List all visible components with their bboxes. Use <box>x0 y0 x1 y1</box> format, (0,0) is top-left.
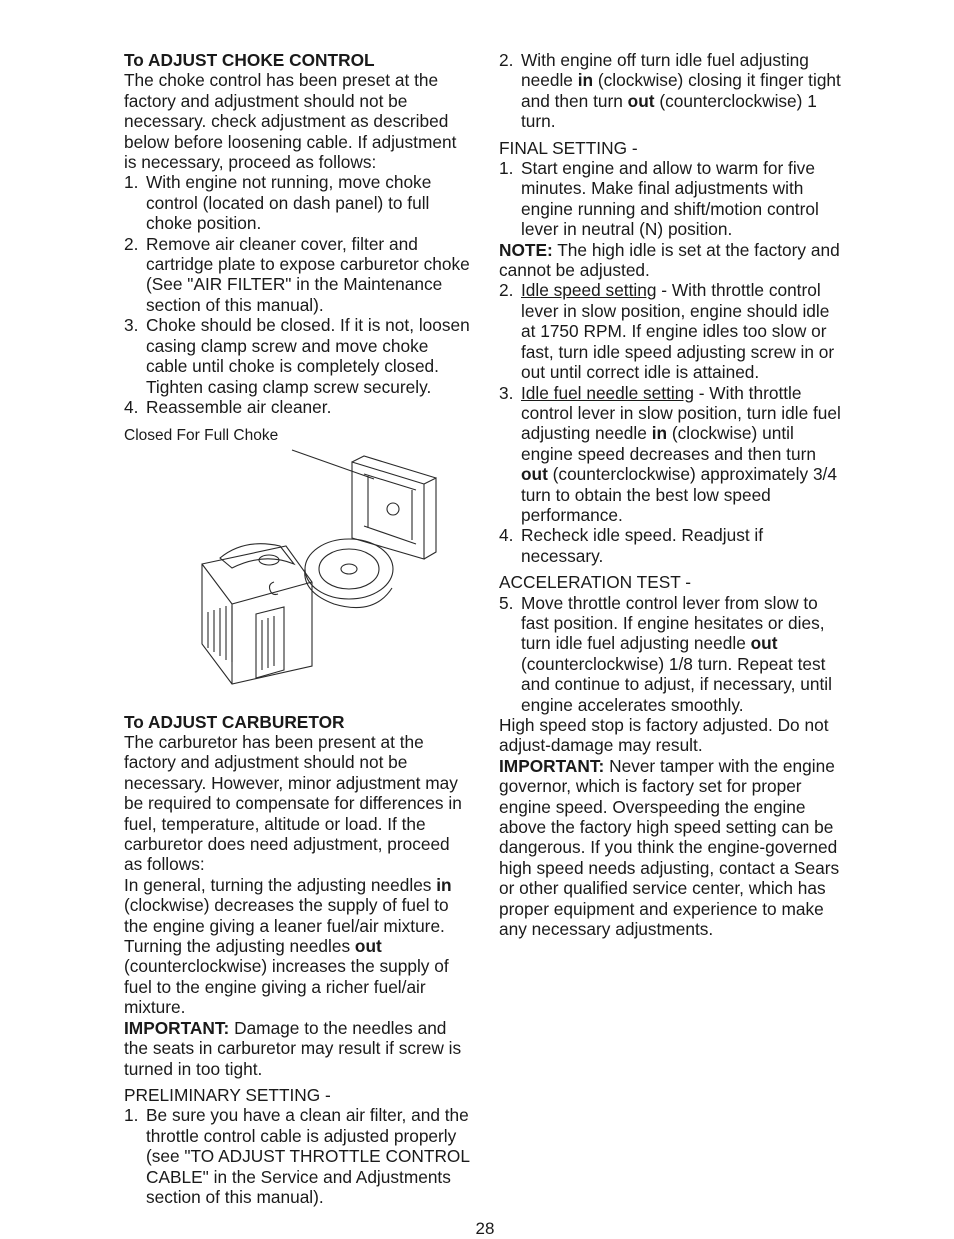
list-item: Idle fuel needle setting - With throttle… <box>521 383 846 526</box>
intro-carburetor: The carburetor has been present at the f… <box>124 732 471 875</box>
figure-caption: Closed For Full Choke <box>124 427 278 445</box>
final-setting-steps-cont: 2. Idle speed setting - With throttle co… <box>499 280 846 566</box>
list-number: 3. <box>124 315 146 397</box>
list-item: Start engine and allow to warm for five … <box>521 158 846 240</box>
list-item: Choke should be closed. If it is not, lo… <box>146 315 471 397</box>
choke-steps: 1.With engine not running, move choke co… <box>124 172 471 417</box>
air-cleaner-diagram <box>124 434 464 694</box>
important-label: IMPORTANT: <box>124 1018 229 1038</box>
underline-idle-speed: Idle speed setting <box>521 280 656 300</box>
note: NOTE: The high idle is set at the factor… <box>499 240 846 281</box>
list-number: 4. <box>499 525 521 566</box>
text: (clockwise) decreases the supply of fuel… <box>124 895 449 956</box>
list-item: With engine not running, move choke cont… <box>146 172 471 233</box>
important-governor: IMPORTANT: Never tamper with the engine … <box>499 756 846 940</box>
right-column: 2. With engine off turn idle fuel adjust… <box>499 50 846 1207</box>
list-number: 2. <box>499 280 521 382</box>
list-item: Idle speed setting - With throttle contr… <box>521 280 846 382</box>
important-label: IMPORTANT: <box>499 756 604 776</box>
manual-page: To ADJUST CHOKE CONTROL The choke contro… <box>0 0 954 1239</box>
general-adjustment: In general, turning the adjusting needle… <box>124 875 471 1018</box>
list-number: 1. <box>124 1105 146 1207</box>
choke-figure: Closed For Full Choke <box>124 427 471 693</box>
text: (counterclockwise) increases the supply … <box>124 956 449 1017</box>
list-item: Be sure you have a clean air filter, and… <box>146 1105 471 1207</box>
left-column: To ADJUST CHOKE CONTROL The choke contro… <box>124 50 471 1207</box>
list-item: Recheck idle speed. Readjust if necessar… <box>521 525 846 566</box>
page-number: 28 <box>124 1207 846 1239</box>
list-item: With engine off turn idle fuel adjusting… <box>521 50 846 132</box>
bold-in: in <box>578 70 593 90</box>
text: (counterclockwise) 1/8 turn. Repeat test… <box>521 654 832 715</box>
list-number: 1. <box>499 158 521 240</box>
text: (counterclockwise) approximately 3/4 tur… <box>521 464 837 525</box>
intro-choke: The choke control has been preset at the… <box>124 70 471 172</box>
list-number: 2. <box>499 50 521 132</box>
list-item: Reassemble air cleaner. <box>146 397 471 417</box>
preliminary-heading: PRELIMINARY SETTING - <box>124 1085 471 1105</box>
text: Move throttle control lever from slow to… <box>521 593 825 654</box>
high-speed-note: High speed stop is factory adjusted. Do … <box>499 715 846 756</box>
list-number: 1. <box>124 172 146 233</box>
bold-out: out <box>751 633 778 653</box>
acceleration-test-heading: ACCELERATION TEST - <box>499 572 846 592</box>
preliminary-steps-cont: 2. With engine off turn idle fuel adjust… <box>499 50 846 132</box>
list-number: 3. <box>499 383 521 526</box>
bold-out: out <box>355 936 382 956</box>
heading-choke: To ADJUST CHOKE CONTROL <box>124 50 471 70</box>
list-number: 4. <box>124 397 146 417</box>
preliminary-steps: 1.Be sure you have a clean air filter, a… <box>124 1105 471 1207</box>
bold-out: out <box>628 91 655 111</box>
list-number: 5. <box>499 593 521 715</box>
acceleration-steps: 5. Move throttle control lever from slow… <box>499 593 846 715</box>
text: In general, turning the adjusting needle… <box>124 875 436 895</box>
important-text: Never tamper with the engine governor, w… <box>499 756 839 939</box>
list-item: Remove air cleaner cover, filter and car… <box>146 234 471 316</box>
final-setting-steps: 1.Start engine and allow to warm for fiv… <box>499 158 846 240</box>
list-item: Move throttle control lever from slow to… <box>521 593 846 715</box>
final-setting-heading: FINAL SETTING - <box>499 138 846 158</box>
heading-carburetor: To ADJUST CARBURETOR <box>124 712 471 732</box>
note-label: NOTE: <box>499 240 553 260</box>
bold-out: out <box>521 464 548 484</box>
two-column-layout: To ADJUST CHOKE CONTROL The choke contro… <box>124 50 846 1207</box>
underline-idle-fuel: Idle fuel needle setting <box>521 383 694 403</box>
important-note: IMPORTANT: Damage to the needles and the… <box>124 1018 471 1079</box>
list-number: 2. <box>124 234 146 316</box>
bold-in: in <box>652 423 667 443</box>
bold-in: in <box>436 875 451 895</box>
